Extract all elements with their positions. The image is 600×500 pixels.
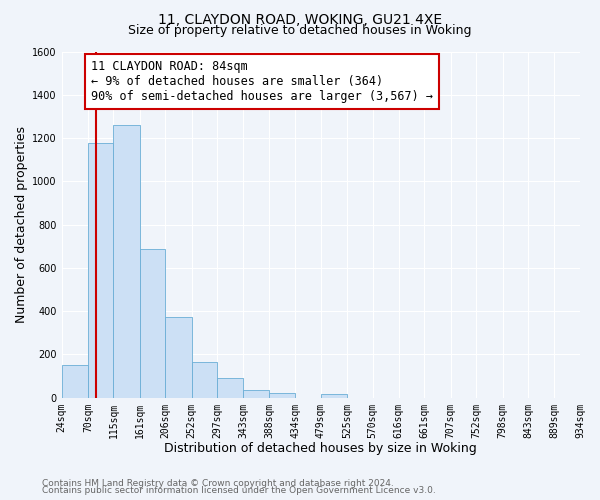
Bar — [62, 366, 88, 398]
Bar — [191, 362, 217, 398]
Text: 11, CLAYDON ROAD, WOKING, GU21 4XE: 11, CLAYDON ROAD, WOKING, GU21 4XE — [158, 12, 442, 26]
Bar — [321, 394, 347, 398]
Bar — [269, 394, 295, 398]
Text: 11 CLAYDON ROAD: 84sqm
← 9% of detached houses are smaller (364)
90% of semi-det: 11 CLAYDON ROAD: 84sqm ← 9% of detached … — [91, 60, 433, 103]
Bar — [88, 144, 113, 398]
X-axis label: Distribution of detached houses by size in Woking: Distribution of detached houses by size … — [164, 442, 477, 455]
Bar — [140, 250, 166, 398]
Text: Contains HM Land Registry data © Crown copyright and database right 2024.: Contains HM Land Registry data © Crown c… — [42, 478, 394, 488]
Text: Size of property relative to detached houses in Woking: Size of property relative to detached ho… — [128, 24, 472, 37]
Bar — [244, 390, 269, 398]
Y-axis label: Number of detached properties: Number of detached properties — [15, 126, 28, 323]
Text: Contains public sector information licensed under the Open Government Licence v3: Contains public sector information licen… — [42, 486, 436, 495]
Bar — [113, 125, 140, 398]
Bar — [166, 316, 191, 398]
Bar — [217, 378, 244, 398]
